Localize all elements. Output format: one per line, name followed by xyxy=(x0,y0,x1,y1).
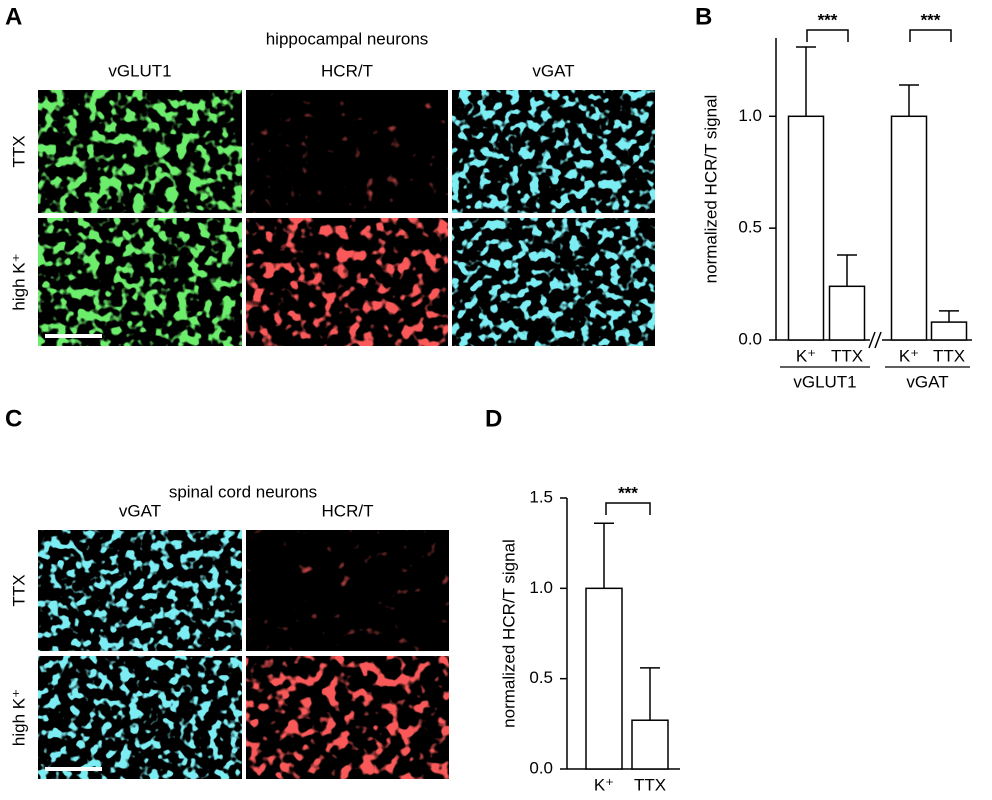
group-label: vGLUT1 xyxy=(793,372,856,391)
bar xyxy=(890,115,928,341)
panel-letter: A xyxy=(5,3,22,30)
micrograph-signal xyxy=(38,90,242,213)
y-tick-label: 1.0 xyxy=(738,106,762,125)
column-header: vGLUT1 xyxy=(108,61,171,80)
micrograph-signal xyxy=(38,656,242,779)
bar xyxy=(828,285,866,341)
micrograph-signal xyxy=(246,218,448,346)
axis-break xyxy=(874,331,882,349)
micrograph-signal xyxy=(38,218,242,346)
significance-label: *** xyxy=(618,483,638,502)
column-header: HCR/T xyxy=(322,501,374,520)
x-tick-label: K⁺ xyxy=(796,346,816,365)
row-label: high K⁺ xyxy=(9,253,28,310)
y-axis-label: normalized HCR/T signal xyxy=(701,95,720,284)
y-tick-label: 0.0 xyxy=(738,329,762,348)
bar xyxy=(631,719,669,770)
y-tick-label: 0.5 xyxy=(529,668,553,687)
micrograph-signal xyxy=(452,90,655,213)
x-tick-label: TTX xyxy=(933,346,965,365)
y-tick-label: 0.0 xyxy=(529,758,553,777)
x-tick-label: TTX xyxy=(634,775,666,794)
bar xyxy=(787,115,825,341)
bar xyxy=(585,587,623,770)
bar xyxy=(930,321,968,341)
y-tick-label: 1.0 xyxy=(529,578,553,597)
row-label: TTX xyxy=(9,574,28,606)
significance-bracket xyxy=(605,502,651,515)
panel-letter: D xyxy=(485,405,502,432)
row-label: TTX xyxy=(9,135,28,167)
significance-label: *** xyxy=(921,10,941,29)
column-header: HCR/T xyxy=(321,61,373,80)
micrograph-signal xyxy=(246,656,449,779)
x-tick-label: K⁺ xyxy=(899,346,919,365)
significance-label: *** xyxy=(818,10,838,29)
micrograph-signal xyxy=(452,218,655,346)
y-tick-label: 0.5 xyxy=(738,218,762,237)
panel-letter: C xyxy=(5,405,22,432)
axis-break xyxy=(868,331,876,349)
row-label: high K⁺ xyxy=(9,689,28,746)
micrograph-signal xyxy=(246,90,448,213)
group-label: vGAT xyxy=(906,372,948,391)
micrograph-signal xyxy=(38,530,242,651)
panel-title: hippocampal neurons xyxy=(266,29,429,48)
x-tick-label: TTX xyxy=(831,346,863,365)
column-header: vGAT xyxy=(119,501,161,520)
y-axis-label: normalized HCR/T signal xyxy=(499,539,518,728)
panel-letter: B xyxy=(695,3,712,30)
significance-bracket xyxy=(806,29,849,42)
x-tick-label: K⁺ xyxy=(594,775,614,794)
y-tick-label: 1.5 xyxy=(529,487,553,506)
column-header: vGAT xyxy=(532,61,574,80)
micrograph-signal xyxy=(246,530,449,651)
significance-bracket xyxy=(909,29,952,42)
panel-title: spinal cord neurons xyxy=(169,482,317,501)
